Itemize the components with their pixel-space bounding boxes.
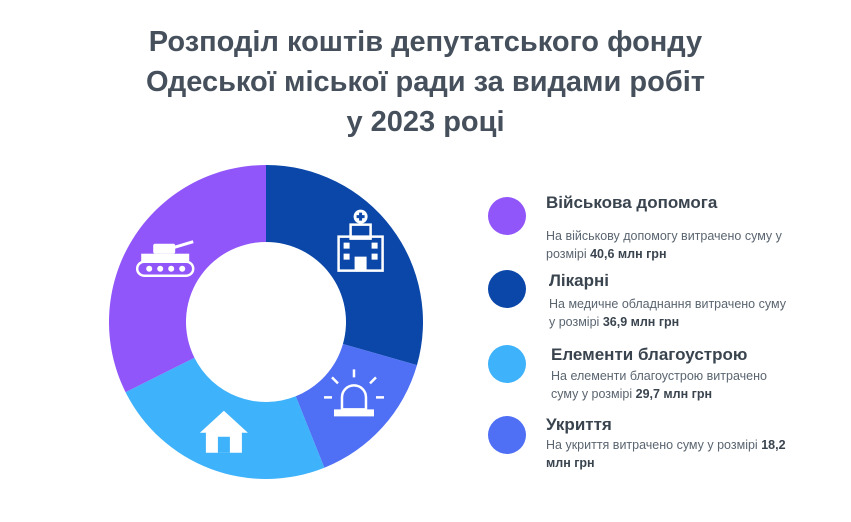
legend-item-shelters: Укриття На укриття витрачено суму у розм…: [488, 412, 828, 482]
title-line-3: у 2023 році: [346, 106, 505, 138]
legend-title: Укриття: [546, 415, 612, 434]
legend-item-military: Військова допомога На військову допомогу…: [488, 193, 828, 263]
legend-desc: На укриття витрачено суму у розмірі 18,2…: [546, 438, 786, 470]
tank-icon: [135, 240, 195, 277]
house-icon: [199, 410, 248, 453]
legend-amount: 29,7 млн грн: [635, 387, 713, 401]
legend-dot: [488, 416, 526, 454]
legend-dot: [488, 197, 526, 235]
legend-title: Лікарні: [549, 271, 609, 290]
legend-desc: На військову допомогу витрачено суму у р…: [546, 229, 782, 261]
siren-icon: [323, 369, 384, 417]
title-line-2: Одеської міської ради за видами робіт: [145, 66, 705, 98]
donut-slice-1: [295, 343, 417, 468]
legend-dot: [488, 345, 526, 383]
legend-title: Військова допомога: [546, 193, 718, 212]
legend-amount: 40,6 млн грн: [590, 247, 667, 261]
legend-item-hospitals: Лікарні На медичне обладнання витрачено …: [488, 270, 828, 340]
donut-slice-0: [266, 165, 423, 366]
legend-desc: На медичне обладнання витрачено суму у р…: [549, 297, 786, 329]
hospital-icon: [337, 209, 384, 272]
donut-slice-3: [109, 165, 267, 393]
donut-chart: [109, 165, 423, 479]
title-line-1: Розподіл коштів депутатського фонду: [148, 26, 703, 58]
legend-desc: На елементи благоустрою витрачено суму у…: [551, 369, 767, 401]
legend-title: Елементи благоустрою: [551, 345, 748, 364]
legend-item-improvement: Елементи благоустрою На елементи благоус…: [488, 341, 828, 411]
legend-amount: 36,9 млн грн: [602, 315, 680, 329]
legend-amount: 18,2 млн грн: [546, 438, 786, 470]
chart-title: Розподіл коштів депутатського фонду Одес…: [0, 22, 851, 142]
legend-dot: [488, 270, 526, 308]
